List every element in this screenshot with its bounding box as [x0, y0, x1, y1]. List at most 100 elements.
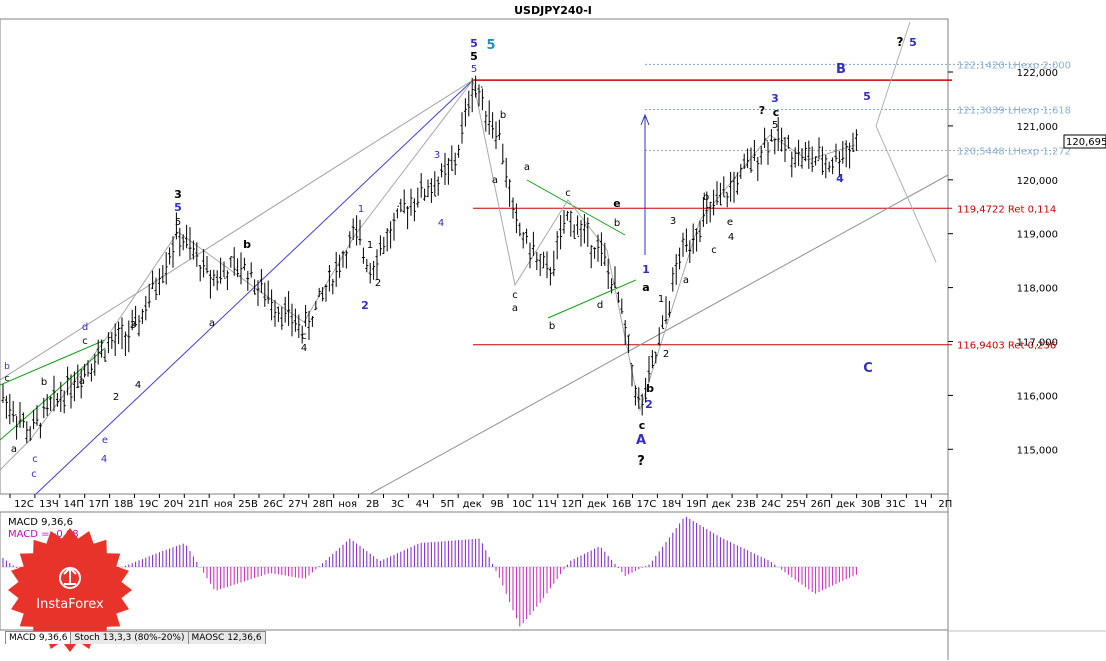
- wave-label: c: [32, 454, 38, 465]
- wave-label: ?: [897, 35, 904, 49]
- wave-label: 5: [909, 36, 917, 49]
- x-tick-label: 26С: [263, 499, 283, 510]
- x-tick-label: 24С: [761, 499, 781, 510]
- wave-label: 5: [175, 217, 181, 228]
- wave-label: 2: [663, 349, 669, 360]
- x-tick-label: 25Ч: [786, 499, 806, 510]
- wave-label: 5: [863, 90, 871, 103]
- x-tick-label: 27Ч: [288, 499, 308, 510]
- green-line-4: [547, 279, 637, 319]
- wave-label: c: [773, 106, 780, 119]
- y-tick-label: 119,000: [1017, 230, 1058, 241]
- wave-label: c: [31, 469, 37, 480]
- wave-label: b: [703, 192, 709, 203]
- x-tick-label: 28П: [313, 499, 333, 510]
- x-tick-label: 18В: [114, 499, 134, 510]
- x-tick-label: 18Ч: [662, 499, 682, 510]
- wave-label: 5: [470, 50, 478, 63]
- wave-label: 4: [135, 380, 141, 391]
- wave-label: c: [711, 245, 717, 256]
- wave-label: 2: [645, 398, 653, 411]
- x-tick-label: ноя: [338, 499, 357, 510]
- wave-label: 2: [361, 299, 369, 312]
- x-tick-label: дек: [463, 499, 482, 510]
- wave-label: 3: [771, 92, 779, 105]
- y-tick-label: 120,000: [1017, 176, 1058, 187]
- wave-label: 5: [772, 120, 778, 131]
- wave-label: e: [613, 197, 620, 210]
- wave-label: 1: [358, 204, 364, 215]
- wave-label: 4: [101, 454, 107, 465]
- x-tick-label: 16В: [612, 499, 632, 510]
- wave-label: b: [41, 377, 47, 388]
- logo-text: InstaForex: [36, 597, 104, 612]
- wave-label: e: [727, 217, 733, 228]
- wave-label: a: [79, 376, 85, 387]
- wave-label: 4: [836, 172, 844, 185]
- tab-maosc[interactable]: MAOSC 12,36,6: [187, 631, 266, 644]
- retracement-label: 116,9403 Ret 0,236: [957, 341, 1056, 352]
- x-tick-label: 31С: [886, 499, 906, 510]
- current-price-label: 120,695: [1066, 137, 1106, 148]
- wave-label: 5: [486, 38, 495, 53]
- wave-label: b: [549, 321, 555, 332]
- wave-label: 3: [174, 188, 182, 201]
- wave-label: 4: [728, 232, 734, 243]
- fib-extension-label: 122,1420 LHexp 2,000: [957, 60, 1071, 71]
- x-tick-label: 3С: [391, 499, 404, 510]
- x-tick-label: 13Ч: [39, 499, 59, 510]
- target-arrowhead: [640, 113, 650, 126]
- x-tick-label: 4Ч: [416, 499, 429, 510]
- macd-histogram: [0, 516, 857, 627]
- y-tick-label: 122,000: [1017, 68, 1058, 79]
- wave-label: A: [636, 433, 646, 448]
- wave-label: 4: [301, 343, 307, 354]
- x-tick-label: 26П: [811, 499, 831, 510]
- x-tick-label: 12П: [562, 499, 582, 510]
- wave-label: b: [646, 382, 654, 395]
- x-tick-label: 12C: [14, 499, 34, 510]
- wave-label: 5: [174, 201, 182, 214]
- wave-label: b: [614, 218, 620, 229]
- wave-label: a: [524, 162, 530, 173]
- wave-label: 5: [471, 64, 477, 75]
- wave-label: c: [82, 336, 88, 347]
- x-tick-label: ноя: [214, 499, 233, 510]
- wave-label: e: [102, 435, 108, 446]
- macd-title: MACD 9,36,6: [8, 517, 73, 528]
- grey-trend-upper: [0, 79, 474, 381]
- fib-extension-label: 121,3039 LHexp 1,618: [957, 106, 1071, 117]
- wave-label: 2: [113, 392, 119, 403]
- current-price-marker: 120,695: [1063, 134, 1106, 149]
- y-tick-label: 117,000: [1017, 338, 1058, 349]
- wave-label: 3: [434, 150, 440, 161]
- retracement-label: 119,4722 Ret 0,114: [957, 204, 1056, 215]
- x-tick-label: 14П: [64, 499, 84, 510]
- x-tick-label: 17П: [89, 499, 109, 510]
- tab-stoch[interactable]: Stoch 13,3,3 (80%-20%): [70, 631, 189, 644]
- y-tick-label: 116,000: [1017, 391, 1058, 402]
- tab-macd[interactable]: MACD 9,36,6: [5, 631, 72, 644]
- chart-title: USDJPY240-I: [514, 4, 592, 17]
- wave-label: d: [82, 322, 88, 333]
- wave-label: c: [301, 331, 307, 342]
- wave-label: c: [639, 419, 646, 432]
- green-line-3: [526, 179, 626, 236]
- x-tick-label: 2П: [938, 499, 952, 510]
- x-tick-label: 25В: [238, 499, 258, 510]
- fib-extension-label: 120,5448 LHexp 1,272: [957, 146, 1071, 157]
- wave-label: C: [863, 361, 873, 376]
- wave-label: d: [597, 300, 603, 311]
- y-tick-label: 121,000: [1017, 122, 1058, 133]
- instaforex-logo: InstaForex: [8, 528, 132, 652]
- wave-label: 4: [438, 218, 444, 229]
- y-tick-label: 115,000: [1017, 445, 1058, 456]
- wave-label: b: [243, 238, 251, 251]
- wave-label: c: [512, 290, 518, 301]
- wave-labels-layer: bc baccdca2e434355abc41122345555baacacbed…: [4, 35, 917, 480]
- x-tick-label: 17С: [637, 499, 657, 510]
- green-line-1: [0, 339, 106, 386]
- wave-label: 5: [470, 37, 478, 50]
- time-axis: 12C 13Ч 14П 17П 18В 19С 20Ч 21П ноя 25В 26С 27Ч 28П н…: [9, 494, 952, 510]
